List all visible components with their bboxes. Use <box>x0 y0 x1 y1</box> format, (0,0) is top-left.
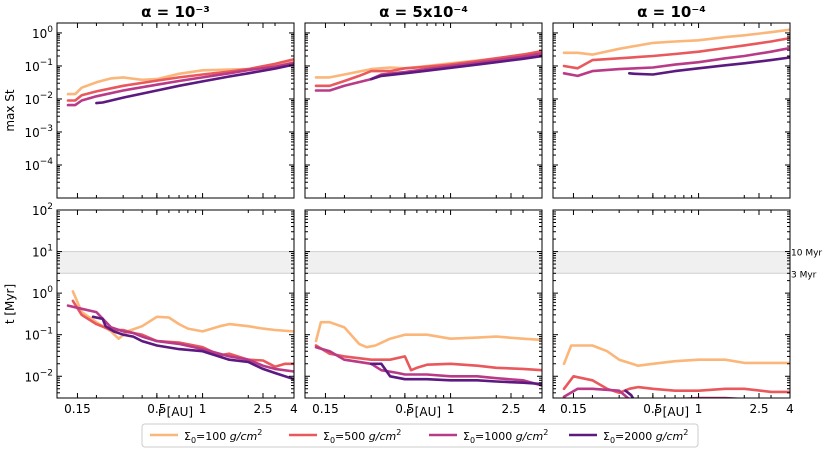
top-series-group <box>66 57 294 107</box>
x-tick-label: 4 <box>290 402 298 416</box>
x-tick-label: 2.5 <box>749 402 768 416</box>
axes-frame-bottom <box>56 209 295 399</box>
panel-2: α = 5x10⁻⁴ 0.15 0.5 1 2.5 4 r [AU] <box>304 3 546 419</box>
series-line-bottom-1 <box>562 344 790 368</box>
series-line-top-1 <box>562 28 790 56</box>
x-tick-label: 0.5 <box>643 402 662 416</box>
series-line-bottom-1 <box>314 320 542 349</box>
y-tick-label: 10−1 <box>24 327 53 343</box>
y-tick-label: 10−2 <box>24 368 53 384</box>
axes-frame-top <box>304 22 543 199</box>
series-line-top-4 <box>95 63 294 105</box>
shaded-band <box>305 251 542 274</box>
x-tick-label: 0.15 <box>64 402 91 416</box>
band-label-lower: 3 Myr <box>791 270 817 280</box>
panel-title: α = 10⁻⁴ <box>637 3 706 21</box>
y-axis-label-top: max St <box>3 89 17 132</box>
x-tick-label: 0.5 <box>395 402 414 416</box>
y-tick-label: 101 <box>32 244 53 260</box>
series-line-bottom-2 <box>562 374 790 395</box>
x-tick-label: 1 <box>199 402 207 416</box>
top-series-group <box>562 28 790 78</box>
series-line-top-2 <box>314 49 542 88</box>
legend-entry-3: Σ0=1000 g/cm2 <box>429 428 548 445</box>
series-line-top-1 <box>314 49 542 79</box>
panel-title: α = 5x10⁻⁴ <box>379 3 468 21</box>
legend-label: Σ0=2000 g/cm2 <box>603 428 688 445</box>
panel-1: α = 10⁻³ 0.15 0.5 1 2.5 4 r [AU] 10−4 10−3 10−2 10… <box>24 3 297 419</box>
bottom-series-group <box>66 290 294 381</box>
series-line-top-4 <box>627 56 790 76</box>
x-tick-label: 0.15 <box>560 402 587 416</box>
x-tick-label: 2.5 <box>501 402 520 416</box>
x-axis-label: r [AU] <box>158 405 193 419</box>
series-line-bottom-4 <box>91 315 294 381</box>
y-tick-label: 10−4 <box>24 157 53 173</box>
x-tick-label: 4 <box>786 402 794 416</box>
series-line-bottom-2 <box>314 344 542 372</box>
shaded-band <box>57 251 294 274</box>
top-series-group <box>314 49 542 92</box>
series-line-top-4 <box>369 54 542 81</box>
y-tick-label: 10−1 <box>24 58 53 74</box>
x-tick-label: 1 <box>695 402 703 416</box>
x-tick-label: 0.5 <box>147 402 166 416</box>
legend: Σ0=100 g/cm2 Σ0=500 g/cm2 Σ0=1000 g/cm2 Σ0=… <box>141 423 699 448</box>
series-line-top-3 <box>562 46 790 78</box>
x-tick-label: 1 <box>447 402 455 416</box>
legend-box <box>141 423 699 448</box>
legend-label: Σ0=1000 g/cm2 <box>463 428 548 445</box>
x-axis-label: r [AU] <box>654 405 689 419</box>
legend-label: Σ0=100 g/cm2 <box>184 428 262 445</box>
legend-entry-4: Σ0=2000 g/cm2 <box>569 428 688 445</box>
series-line-top-3 <box>66 61 294 107</box>
axes-frame-bottom <box>552 209 791 399</box>
shaded-band <box>553 251 790 274</box>
axes-frame-top <box>552 22 791 199</box>
axes-frame-top <box>56 22 295 199</box>
series-line-bottom-2 <box>71 299 294 369</box>
panel-title: α = 10⁻³ <box>141 3 210 21</box>
series-line-bottom-3 <box>314 345 542 387</box>
y-tick-label: 100 <box>32 25 53 41</box>
series-line-bottom-4 <box>369 362 542 386</box>
bottom-series-group <box>562 344 790 398</box>
series-line-top-2 <box>562 36 790 70</box>
x-tick-label: 4 <box>538 402 546 416</box>
x-tick-label: 0.15 <box>312 402 339 416</box>
series-line-bottom-3 <box>66 304 294 373</box>
legend-entry-2: Σ0=500 g/cm2 <box>289 428 401 445</box>
x-tick-label: 2.5 <box>253 402 272 416</box>
y-tick-label: 100 <box>32 285 53 301</box>
y-tick-label: 10−2 <box>24 91 53 107</box>
legend-label: Σ0=500 g/cm2 <box>323 428 401 445</box>
series-line-bottom-3 <box>562 387 746 398</box>
y-tick-label: 102 <box>32 202 53 218</box>
series-line-top-3 <box>314 52 542 92</box>
series-line-bottom-1 <box>71 290 294 341</box>
x-axis-label: r [AU] <box>406 405 441 419</box>
axes-frame-bottom <box>304 209 543 399</box>
y-tick-label: 10−3 <box>24 124 53 140</box>
band-label-upper: 10 Myr <box>791 249 822 259</box>
bottom-series-group <box>314 320 542 387</box>
legend-entry-1: Σ0=100 g/cm2 <box>150 428 262 445</box>
y-axis-label-bottom: t [Myr] <box>3 284 17 324</box>
panel-3: α = 10⁻⁴ 0.15 0.5 1 2.5 4 r [AU] <box>552 3 794 419</box>
